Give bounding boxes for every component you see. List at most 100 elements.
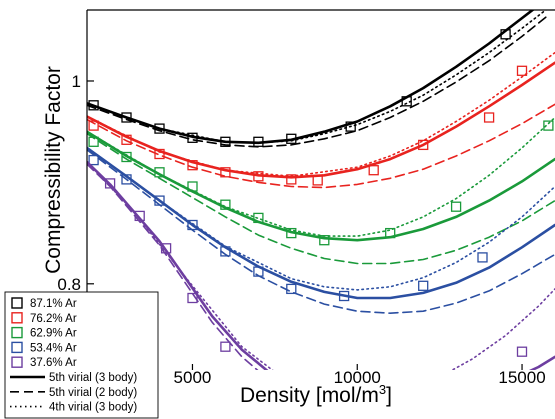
series-2-solid-line: [87, 130, 555, 242]
x-tick-label-0: 5000: [174, 368, 212, 387]
series-2-point-1: [121, 151, 132, 163]
series-1-dashed-line: [87, 103, 555, 189]
series-1-point-0: [88, 120, 99, 131]
series-0-point-2: [154, 123, 165, 134]
series-3-dashed-line: [87, 149, 555, 315]
series-0-point-0: [88, 100, 99, 111]
series-2-dashed-line: [87, 132, 555, 265]
series-0-point-3: [187, 132, 198, 143]
series-1-point-2: [154, 148, 165, 160]
series-1-point-4: [220, 167, 231, 178]
series-4-solid-line: [87, 160, 555, 370]
series-0-point-5: [253, 136, 264, 147]
legend-label-7: 4th virial (3 body): [49, 402, 137, 414]
y-axis-title: Compressibility Factor: [42, 66, 65, 274]
legend-item-4: 37.6% Ar: [11, 356, 77, 369]
series-3-point-2: [154, 195, 165, 206]
series-4-point-9: [516, 346, 528, 357]
series-0-point-9: [500, 29, 511, 40]
legend-item-2: 62.9% Ar: [11, 326, 77, 340]
series-0-dashed-line: [87, 14, 550, 148]
legend-item-5: 5th virial (3 body): [10, 372, 137, 384]
legend: 87.1% Ar 76.2% Ar 62.9% Ar 53.4% Ar 37.6% Ar…: [4, 291, 159, 419]
series-4: [87, 160, 555, 407]
series-4-point-3: [187, 292, 198, 304]
y-tick-label-1: 1: [72, 72, 81, 91]
series-2-point-0: [88, 136, 99, 147]
legend-box: [4, 291, 159, 419]
series-0-point-8: [401, 96, 412, 107]
legend-marker-0: [11, 297, 23, 309]
series-1-solid-line: [87, 61, 555, 179]
legend-marker-2: [11, 326, 23, 339]
series-1-point-10: [483, 112, 495, 123]
tick-layer: 5000 10000 15000 0.8 1: [57, 72, 545, 387]
series-2-point-9: [450, 201, 462, 212]
series-3-point-7: [338, 290, 350, 302]
series-3-point-9: [477, 252, 488, 263]
series-3-point-0: [88, 154, 99, 166]
series-4-point-1: [134, 210, 145, 222]
series-0: [87, 10, 550, 148]
series-2-point-8: [385, 227, 396, 239]
series-2: [87, 116, 555, 265]
series-4-dotted-line: [87, 161, 555, 370]
series-1-point-3: [187, 160, 198, 171]
series-0-point-4: [220, 136, 231, 147]
series-3-point-3: [187, 219, 198, 231]
series-2-point-7: [319, 235, 330, 246]
legend-label-5: 5th virial (3 body): [49, 372, 137, 384]
series-3-solid-line: [87, 146, 555, 300]
series-3: [87, 146, 555, 315]
series-2-point-4: [220, 199, 231, 210]
series-0-point-6: [286, 133, 297, 144]
legend-item-6: 5th virial (2 body): [10, 387, 137, 399]
legend-item-7: 4th virial (3 body): [10, 402, 137, 414]
series-3-point-6: [286, 283, 297, 295]
series-3-point-5: [253, 266, 264, 277]
legend-items: 87.1% Ar 76.2% Ar 62.9% Ar 53.4% Ar 37.6% Ar…: [10, 297, 137, 414]
series-1-point-1: [121, 134, 132, 145]
series-2-point-6: [286, 227, 297, 239]
series-0-solid-line: [87, 10, 535, 145]
legend-item-1: 76.2% Ar: [11, 312, 77, 325]
x-tick-label-2: 15000: [498, 368, 545, 387]
series-4-point-0: [104, 178, 116, 189]
series-3-point-8: [418, 280, 429, 291]
x-axis-title: Density [mol/m3]: [240, 382, 392, 407]
series-1-point-8: [368, 165, 379, 176]
legend-item-3: 53.4% Ar: [11, 341, 77, 354]
series-2-point-2: [154, 167, 165, 178]
series-1-point-7: [312, 175, 323, 186]
legend-label-3: 53.4% Ar: [30, 342, 77, 354]
series-0-dotted-line: [87, 10, 548, 144]
legend-marker-4: [11, 356, 23, 368]
series-2-point-3: [187, 181, 198, 192]
series-1: [87, 51, 555, 189]
legend-marker-1: [11, 312, 23, 324]
series-2-point-10: [543, 120, 554, 131]
series-layer: [87, 10, 555, 407]
legend-label-0: 87.1% Ar: [30, 298, 77, 310]
series-2-point-5: [253, 212, 264, 224]
series-1-point-9: [418, 139, 429, 151]
series-3-point-1: [121, 174, 132, 185]
series-3-point-4: [220, 246, 231, 257]
y-tick-label-0: 0.8: [57, 275, 81, 294]
legend-marker-3: [11, 341, 23, 354]
legend-label-2: 62.9% Ar: [30, 328, 77, 340]
series-1-point-5: [253, 171, 264, 182]
legend-label-1: 76.2% Ar: [30, 313, 77, 325]
series-0-point-1: [121, 112, 132, 123]
legend-label-4: 37.6% Ar: [30, 357, 77, 369]
series-1-point-6: [286, 174, 297, 185]
series-0-point-7: [345, 121, 356, 132]
legend-item-0: 87.1% Ar: [11, 297, 77, 310]
series-4-point-2: [160, 243, 172, 254]
series-4-point-8: [468, 398, 477, 407]
series-4-point-4: [220, 341, 231, 352]
series-1-point-11: [516, 65, 528, 76]
plot-area: 5000 10000 15000 0.8 1: [57, 9, 555, 407]
x-tick-label-1: 10000: [334, 368, 381, 387]
